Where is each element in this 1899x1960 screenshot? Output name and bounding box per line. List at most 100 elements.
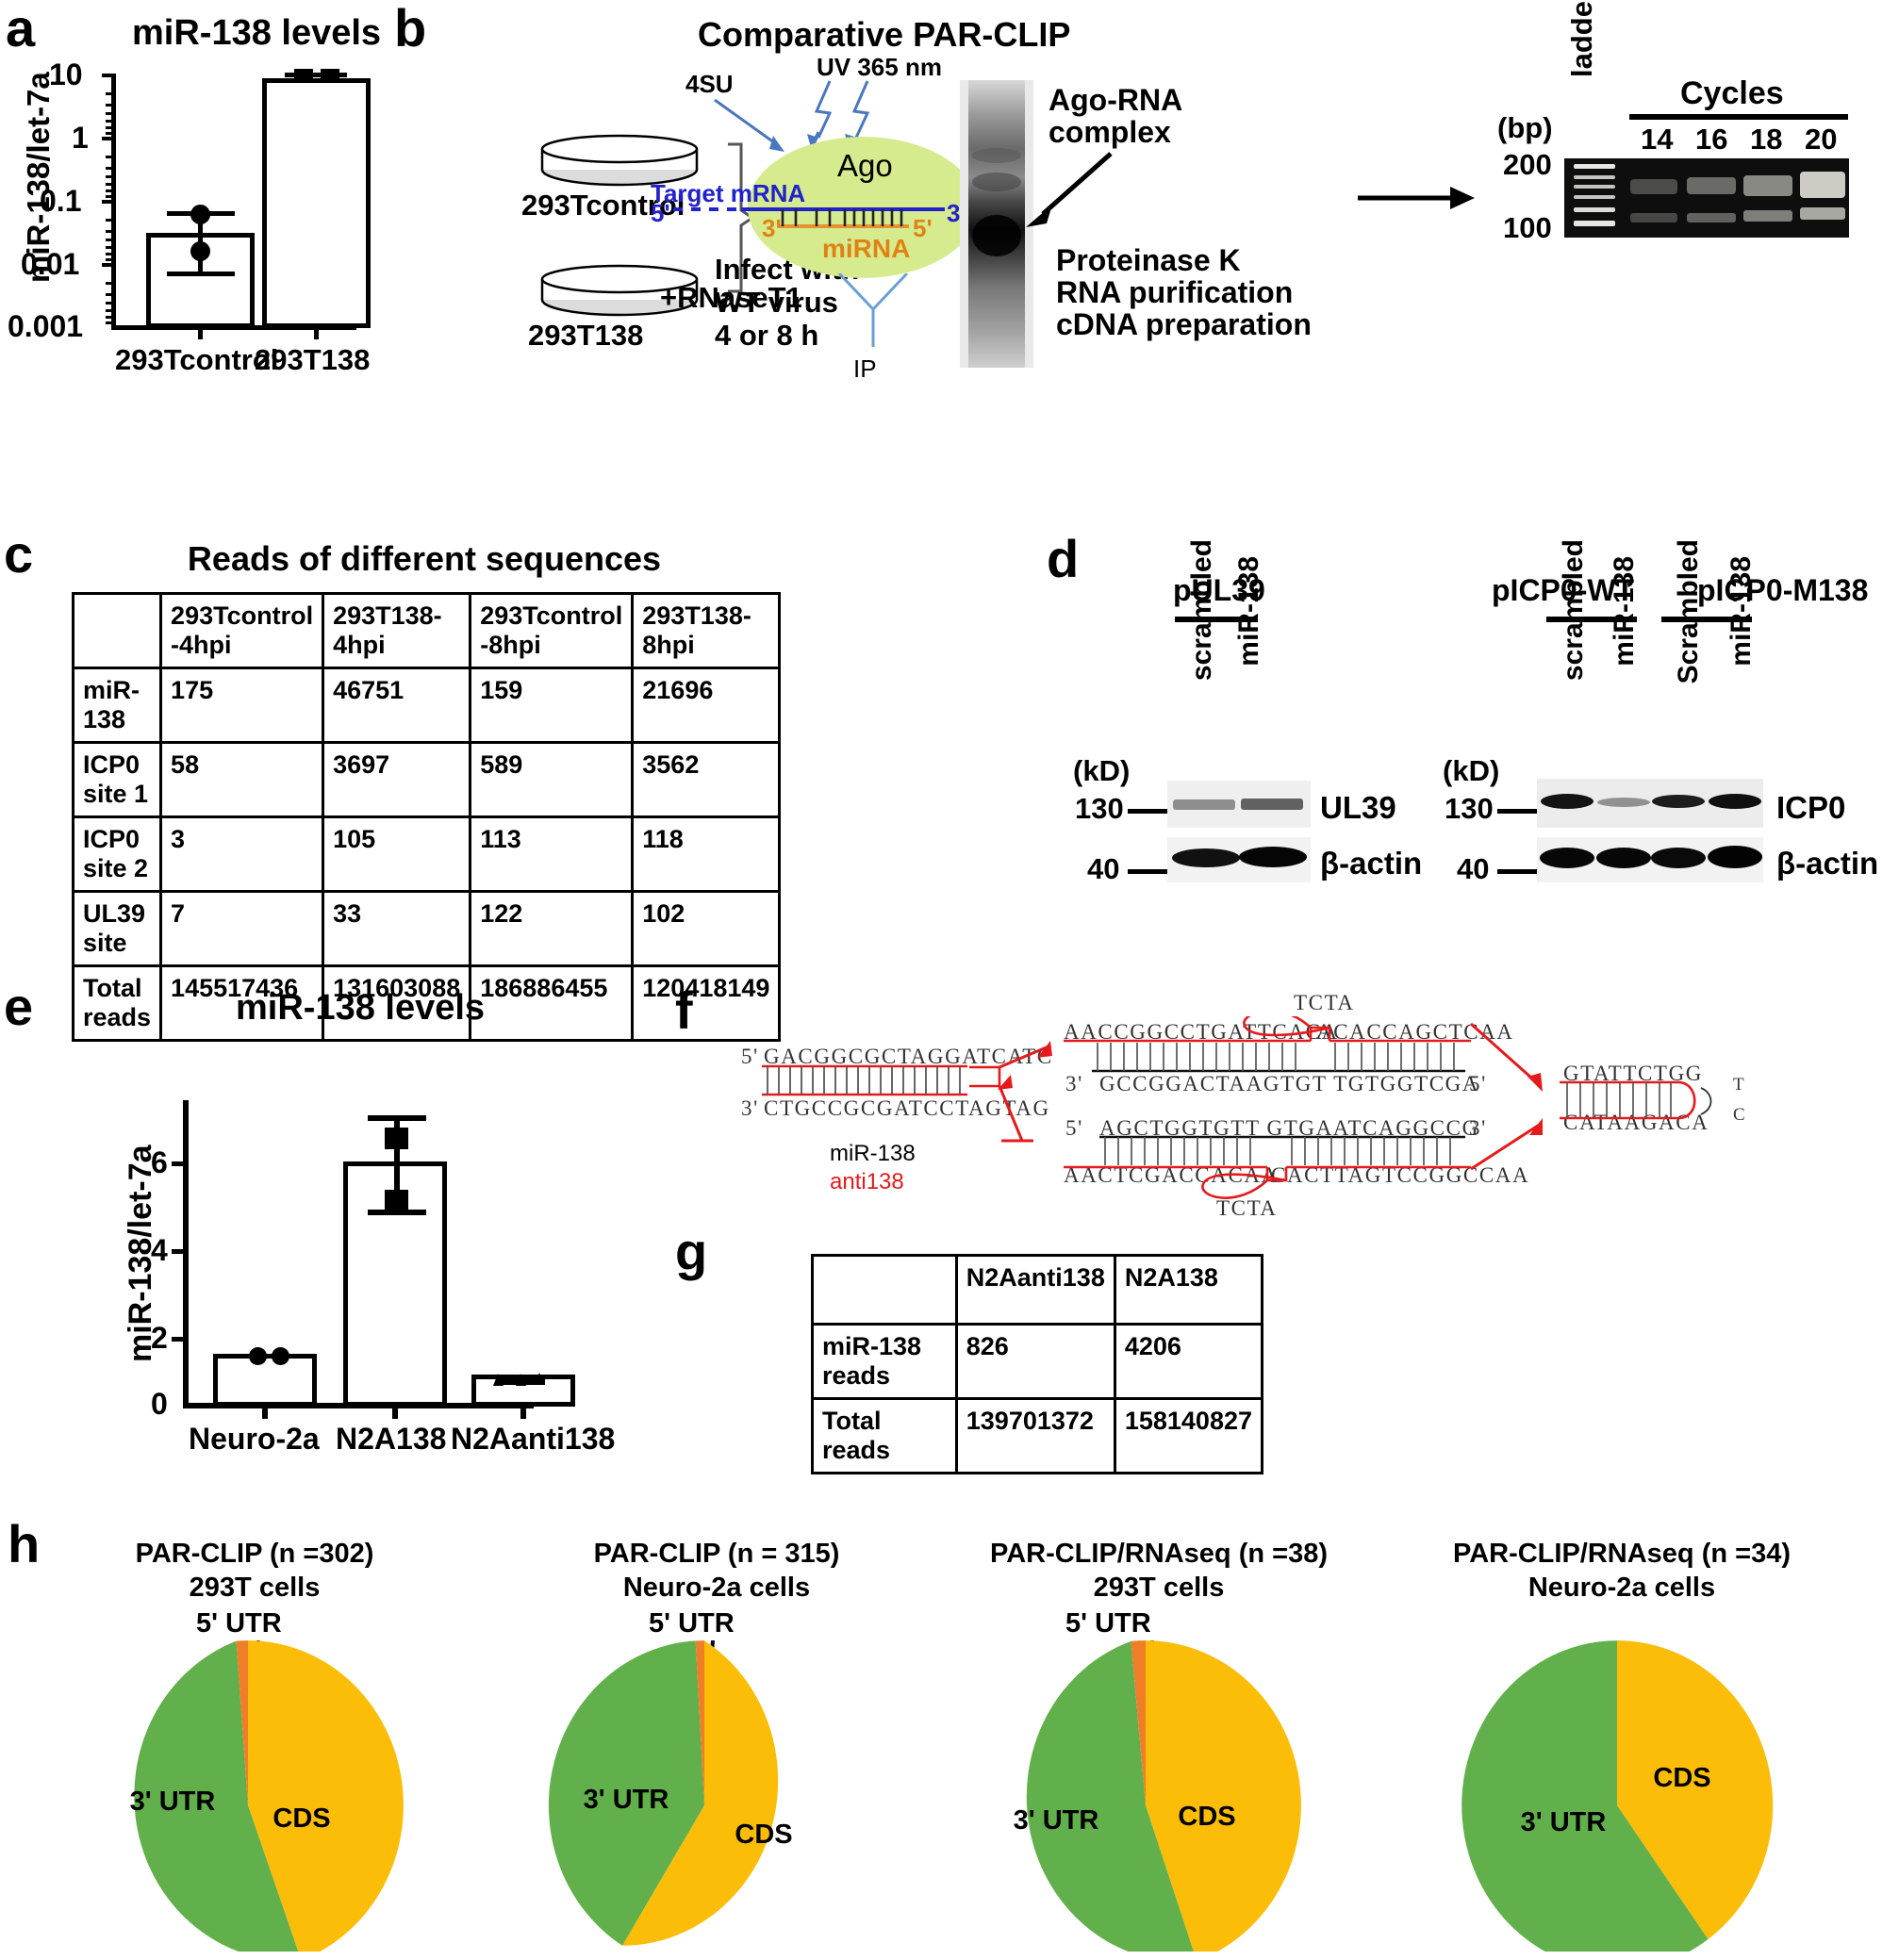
panel-g-cell: 4206	[1113, 1323, 1264, 1400]
panel-b-ago-label: Ago	[837, 148, 893, 183]
panel-b-dish-top	[540, 134, 699, 187]
panel-e-ytick-2: 2	[151, 1321, 168, 1355]
panel-h-pie-1: 3' UTR CDS	[130, 1640, 404, 1952]
panel-c-cell: 3	[159, 815, 325, 893]
panel-c-cell: 131603088	[322, 964, 472, 1042]
panel-e-xlabel-2: N2Aanti138	[451, 1422, 616, 1456]
panel-c-cell: 58	[159, 741, 325, 818]
panel-d-left-blot-bottom-label: β-actin	[1320, 846, 1423, 881]
panel-d-left-construct: pUL39	[1173, 573, 1265, 607]
panel-e-bar-neuro2a[interactable]	[213, 1354, 317, 1407]
panel-e-ytick-mark	[172, 1161, 185, 1166]
panel-b-mirna-label: miRNA	[822, 234, 911, 263]
panel-d-left-mw-top: 130	[1075, 792, 1124, 825]
panel-a-ytick-mark	[102, 200, 113, 204]
panel-b-ago-rna-label-l1: Ago-RNA	[1049, 83, 1183, 117]
panel-f-mid-blk-top-3prime: 3'	[1065, 1072, 1083, 1095]
panel-c-row-label: ICP0 site 2	[71, 815, 163, 893]
panel-a-ytick-2: 0.1	[40, 184, 82, 218]
panel-f-mid-blk-top-end: 5'	[1469, 1072, 1487, 1095]
panel-a-xlabel-1: 293T138	[255, 343, 371, 376]
panel-d-right-rule-1	[1546, 617, 1637, 622]
panel-letter-d: d	[1047, 529, 1080, 588]
panel-f-middle-structure	[1064, 1016, 1471, 1199]
panel-e-datapoint	[385, 1190, 408, 1211]
panel-f-right-hp-t: T	[1733, 1075, 1746, 1095]
panel-d-left-rule	[1175, 617, 1258, 622]
panel-e-ytick-0: 6	[151, 1145, 168, 1179]
panel-c-col-header-1: 293Tcontrol -4hpi	[159, 592, 325, 669]
panel-b-gel-bp-label: (bp)	[1497, 111, 1553, 144]
panel-h-pie-4-label-cds: CDS	[1653, 1763, 1710, 1793]
panel-d-right-construct-2: pICP0-M138	[1697, 573, 1869, 607]
panel-b-gel-cycles-rule	[1629, 114, 1848, 120]
panel-b-gel-size-bottom: 100	[1503, 211, 1552, 244]
panel-h-pie-3-label-cds: CDS	[1178, 1802, 1235, 1832]
panel-letter-b: b	[394, 0, 427, 58]
panel-d-right-blot-top-label: ICP0	[1776, 790, 1846, 825]
panel-b-gel-cycle-0: 14	[1641, 123, 1674, 156]
panel-e-datapoint	[385, 1128, 408, 1149]
panel-c-cell: 118	[631, 815, 782, 893]
panel-letter-c: c	[4, 524, 34, 584]
panel-e-xlabel-1: N2A138	[336, 1422, 447, 1456]
panel-f-mid-blk-top-seq: GCCGGACTAAGTGT TGTGGTCGA	[1099, 1072, 1480, 1095]
panel-d-left-mw-bottom: 40	[1087, 852, 1120, 885]
panel-b-ip-antibody	[837, 273, 909, 347]
panel-h-pie-2-label-3utr: 3' UTR	[584, 1785, 669, 1815]
panel-d-left-blot-actin	[1167, 837, 1311, 882]
panel-c-cell: 3697	[322, 741, 472, 818]
panel-b-ip-label: IP	[853, 354, 877, 383]
panel-c-cell: 113	[469, 815, 635, 893]
panel-g-row-label: miR-138 reads	[811, 1323, 958, 1400]
panel-letter-g: g	[675, 1222, 708, 1281]
panel-h-pie-3-label-5utr: 5' UTR	[1065, 1608, 1151, 1639]
panel-b-proteinase-l2: RNA purification	[1056, 275, 1294, 309]
panel-a-datapoint	[190, 205, 210, 224]
panel-d-right-mw-tick-bottom	[1497, 869, 1537, 874]
panel-a-bar-293T138[interactable]	[262, 78, 371, 328]
panel-f-right-hairpin	[1560, 1080, 1712, 1120]
table-row: ICP0 site 2 3 105 113 118	[71, 815, 782, 893]
panel-a-ytick-1: 1	[72, 121, 89, 155]
panel-d-right-lane-3: miR-138	[1726, 556, 1757, 667]
panel-b-proteinase-l3: cDNA preparation	[1056, 307, 1312, 341]
table-header-row: 293Tcontrol -4hpi 293T138- 4hpi 293Tcontro…	[71, 592, 782, 669]
panel-d-right-construct-1: pICP0-WT	[1492, 573, 1635, 607]
panel-b-title: Comparative PAR-CLIP	[698, 15, 1071, 54]
panel-b-gel-cycle-3: 20	[1805, 123, 1838, 156]
panel-g-table: N2Aanti138 N2A138 miR-138 reads 826 4206…	[811, 1254, 1264, 1474]
panel-h-pie-1-subtitle: 293T cells	[189, 1573, 321, 1603]
panel-h-pie-4: 3' UTR CDS	[1461, 1640, 1774, 1952]
panel-d-right-blot-actin	[1537, 837, 1763, 882]
panel-e-ytick-mark	[172, 1337, 185, 1342]
panel-b-mirna-3prime: 3'	[762, 214, 782, 242]
panel-h-pie-2-label-5utr: 5' UTR	[649, 1608, 735, 1639]
panel-c-row-label: UL39 site	[71, 890, 163, 967]
panel-d-right-mw-top: 130	[1445, 792, 1494, 825]
panel-b-mirna-5prime: 5'	[913, 214, 933, 242]
panel-c-col-header-3: 293Tcontrol -8hpi	[469, 592, 635, 669]
panel-h-pie-2-subtitle: Neuro-2a cells	[622, 1573, 811, 1603]
table-row: Total reads 145517436 131603088 18688645…	[71, 964, 782, 1042]
panel-c-table: 293Tcontrol -4hpi 293T138- 4hpi 293Tcontro…	[71, 592, 782, 1042]
panel-letter-a: a	[6, 0, 36, 58]
panel-f-right-connectors	[1470, 1022, 1543, 1171]
panel-c-cell: 589	[469, 741, 635, 818]
panel-h-pie-2-label-cds: CDS	[735, 1820, 792, 1850]
panel-h-pie-3-label-3utr: 3' UTR	[1014, 1805, 1099, 1836]
panel-c-cell: 102	[631, 890, 782, 967]
panel-b-infect-line2: WT virus	[715, 286, 838, 319]
panel-h-pie-1-label-cds: CDS	[272, 1804, 330, 1834]
panel-d-right-lane-1: miR-138	[1609, 556, 1640, 667]
panel-a-ytick-mark	[102, 137, 113, 140]
panel-e-ytick-mark	[172, 1249, 185, 1254]
panel-c-cell: 3562	[631, 741, 782, 818]
panel-d-right-mw-tick-top	[1497, 809, 1537, 814]
panel-h-pie-1-label-5utr: 5' UTR	[196, 1608, 282, 1639]
panel-b-autoradiograph	[960, 80, 1033, 368]
panel-c-cell: 120418149	[631, 964, 782, 1042]
panel-d-left-lane-0: scrambled	[1186, 539, 1217, 682]
panel-b-4su-label: 4SU	[685, 70, 734, 98]
panel-b-gel-ladder-label: ladder	[1565, 0, 1598, 77]
